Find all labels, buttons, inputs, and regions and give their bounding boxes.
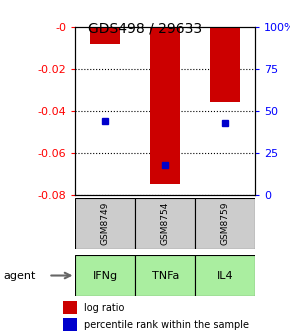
Bar [210,27,240,102]
Text: IL4: IL4 [217,270,233,281]
Text: GSM8759: GSM8759 [221,202,230,245]
Text: percentile rank within the sample: percentile rank within the sample [84,320,249,330]
Bar [75,255,135,296]
Text: TNFa: TNFa [152,270,179,281]
Bar [135,198,195,249]
Bar [150,27,180,184]
Bar [195,198,255,249]
Text: GSM8754: GSM8754 [161,202,170,245]
Bar [135,255,195,296]
Text: GSM8749: GSM8749 [101,202,110,245]
Text: GDS498 / 29633: GDS498 / 29633 [88,22,202,36]
Bar [63,318,77,331]
Text: agent: agent [3,270,35,281]
Text: IFNg: IFNg [93,270,118,281]
Bar [75,198,135,249]
Bar [90,27,120,44]
Bar [195,255,255,296]
Bar [63,301,77,314]
Text: log ratio: log ratio [84,303,124,313]
